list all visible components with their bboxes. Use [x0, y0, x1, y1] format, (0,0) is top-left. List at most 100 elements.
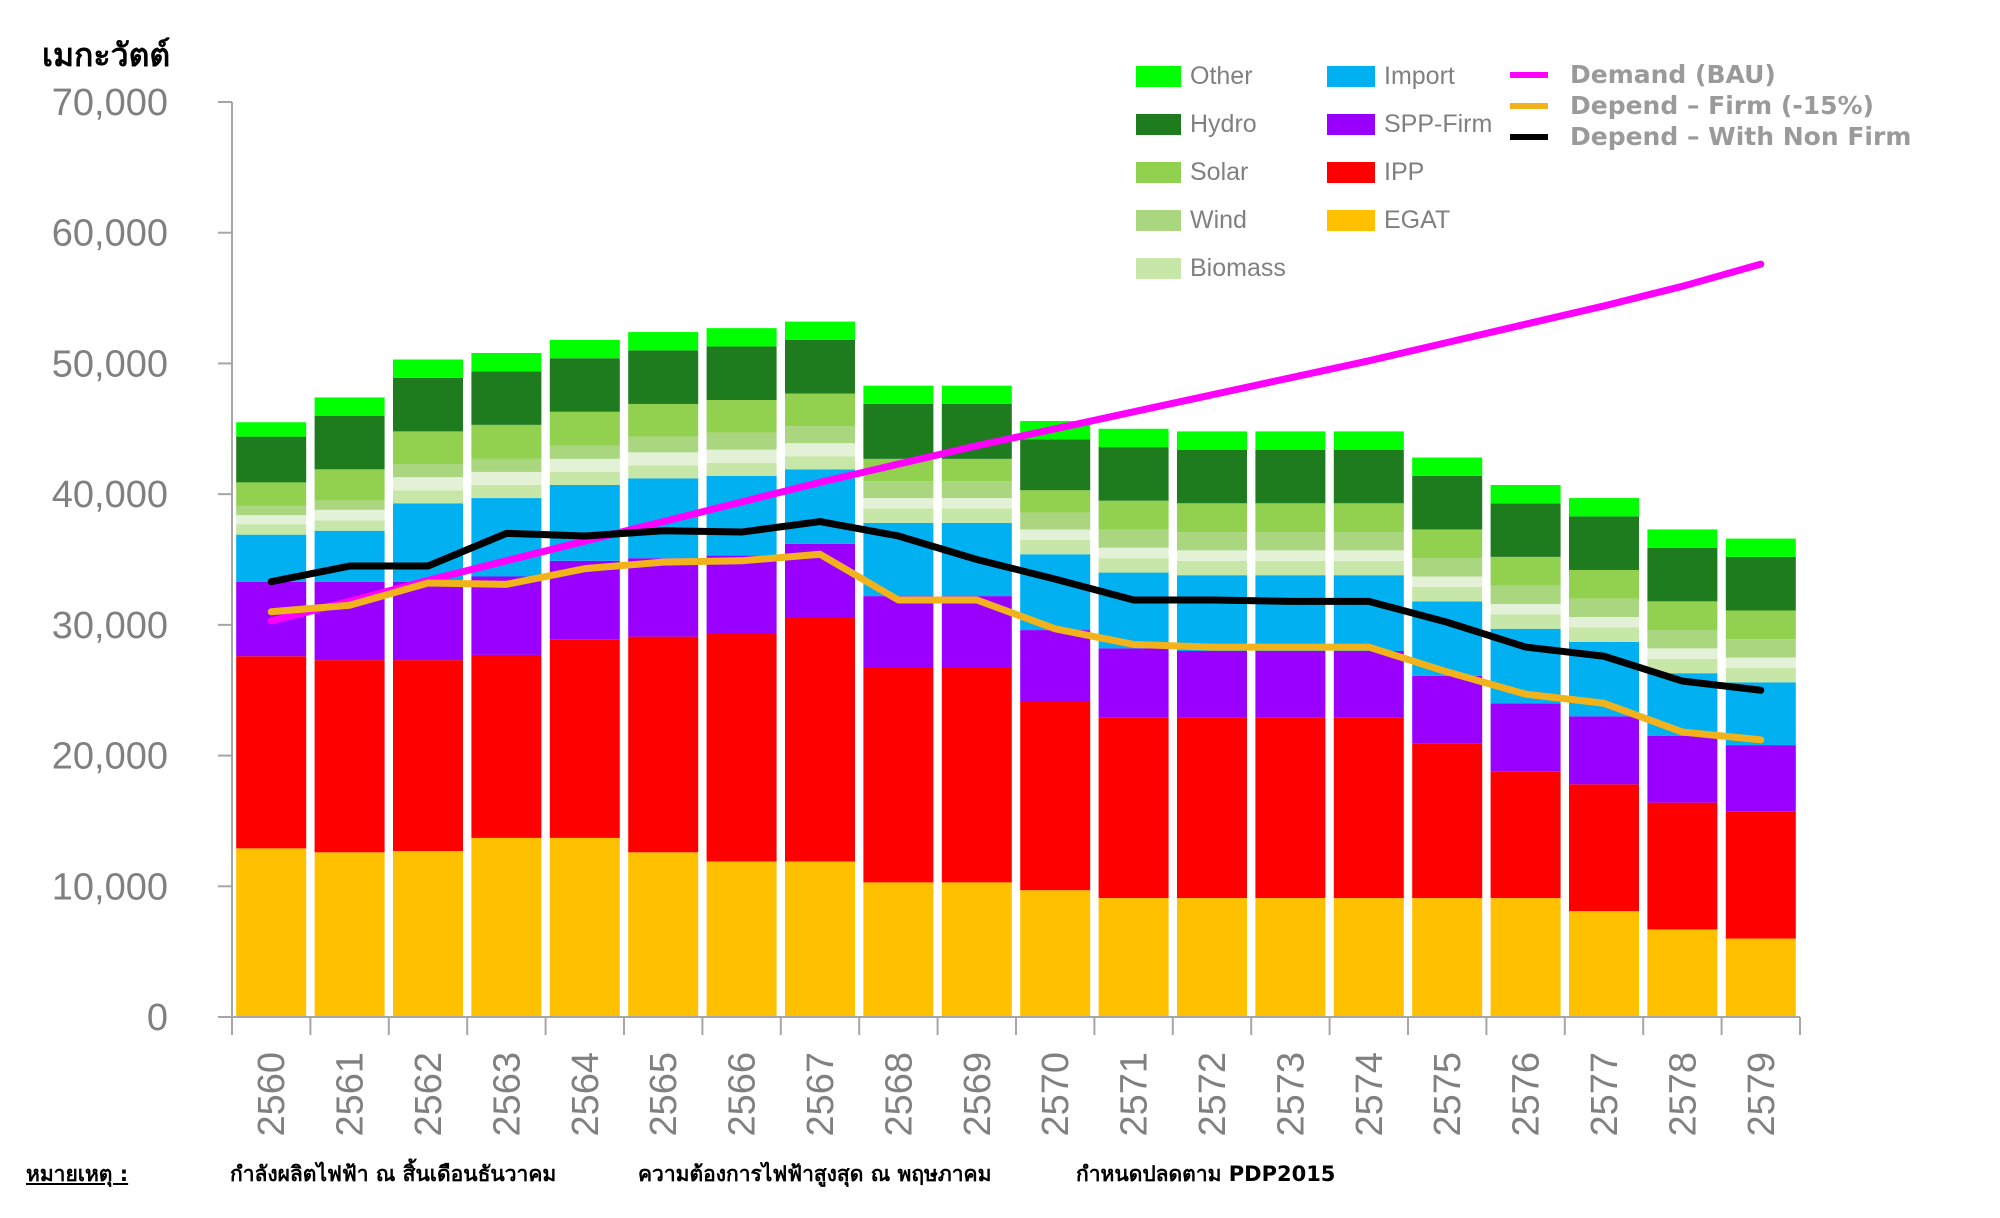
- bar-segment: [1725, 667, 1796, 683]
- bar-segment: [1255, 532, 1326, 551]
- x-tick-label: 2567: [800, 1052, 842, 1137]
- bar-segment: [1412, 898, 1483, 1017]
- line-series: [267, 260, 1765, 744]
- x-tick-label: 2560: [251, 1052, 293, 1137]
- bar-segment: [785, 393, 855, 427]
- bar-segment: [1569, 911, 1639, 1017]
- bar-segment: [1490, 703, 1561, 772]
- bar-segment: [393, 477, 463, 491]
- bar-segment: [1333, 449, 1404, 504]
- bar-segment: [1490, 484, 1561, 504]
- bar-segment: [1647, 929, 1718, 1017]
- bar-segment: [393, 359, 463, 378]
- bar-segment: [863, 498, 934, 509]
- bar-segment: [393, 431, 463, 465]
- bar-segment: [1569, 627, 1639, 642]
- bar-segment: [1412, 475, 1483, 530]
- bar-segment: [1725, 610, 1796, 640]
- bar-segment: [1490, 503, 1561, 557]
- bar-segment: [785, 861, 855, 1017]
- legend-label: Biomass: [1190, 254, 1286, 282]
- line-series-path: [267, 260, 1765, 625]
- legend-label: Demand (BAU): [1570, 60, 1776, 89]
- bar-segment: [1647, 601, 1718, 631]
- bar-segment: [1725, 639, 1796, 658]
- bar-segment: [549, 411, 620, 446]
- line-series-path: [267, 550, 1765, 744]
- bar-segment: [393, 660, 463, 851]
- line-series-path: [267, 518, 1765, 694]
- bar-segment: [1020, 439, 1091, 491]
- bar-segment: [1333, 575, 1404, 651]
- bar-segment: [1333, 550, 1404, 561]
- bar-segment: [314, 852, 385, 1017]
- bar-segment: [549, 339, 620, 359]
- y-tick-label: 40,000: [52, 474, 168, 516]
- x-tick-label: 2574: [1349, 1052, 1391, 1137]
- legend-swatch: [1136, 66, 1181, 87]
- bar-segment: [706, 328, 777, 347]
- legend-label: EGAT: [1384, 206, 1450, 234]
- x-tick-label: 2575: [1427, 1052, 1469, 1137]
- bar-segment: [1098, 572, 1169, 649]
- bar-segment: [1725, 938, 1796, 1017]
- bar-segment: [1177, 532, 1247, 551]
- bar-segment: [236, 436, 307, 483]
- bar-stacks: [236, 321, 1796, 1017]
- bar-segment: [1177, 560, 1247, 576]
- x-tick-label: 2563: [486, 1052, 528, 1137]
- bar-segment: [941, 882, 1012, 1017]
- legend-swatch: [1136, 114, 1181, 135]
- y-tick-label: 0: [147, 997, 168, 1039]
- bar-segment: [1177, 503, 1247, 533]
- bar-segment: [1255, 575, 1326, 651]
- y-tick-label: 10,000: [52, 866, 168, 908]
- bar-segment: [1333, 651, 1404, 718]
- bar-segment: [1412, 558, 1483, 577]
- legend-label: Solar: [1190, 158, 1248, 186]
- bar-segment: [628, 636, 699, 853]
- bar-segment: [1490, 898, 1561, 1017]
- axes: 0 10,000 20,000 30,000 40,000 50,000 60,000 70,…: [52, 82, 1801, 1137]
- bar-segment: [1177, 575, 1247, 651]
- bar-segment: [314, 509, 385, 521]
- bar-segment: [863, 481, 934, 499]
- bar-segment: [863, 403, 934, 459]
- bar-segment: [236, 515, 307, 525]
- bar-segment: [471, 576, 542, 655]
- bar-segment: [628, 403, 699, 437]
- legend-swatch: [1327, 66, 1375, 87]
- x-tick-label: 2577: [1584, 1052, 1626, 1137]
- x-tick-label: 2572: [1192, 1052, 1234, 1137]
- bar-segment: [1020, 529, 1091, 540]
- bar-segment: [863, 667, 934, 883]
- bar-segment: [706, 449, 777, 463]
- bar-segment: [1333, 717, 1404, 899]
- bar-segment: [628, 465, 699, 479]
- bar-segment: [393, 490, 463, 504]
- bar-segment: [1177, 717, 1247, 899]
- bar-segment: [549, 458, 620, 472]
- bar-segment: [1569, 498, 1639, 517]
- bar-segment: [941, 481, 1012, 499]
- bar-segment: [1569, 784, 1639, 912]
- bar-segment: [1412, 586, 1483, 602]
- bar-segment: [471, 837, 542, 1017]
- bar-segment: [314, 520, 385, 531]
- bar-segment: [1098, 558, 1169, 573]
- bar-segment: [549, 358, 620, 412]
- bar-segment: [471, 471, 542, 485]
- x-tick-label: 2573: [1270, 1052, 1312, 1137]
- x-tick-label: 2568: [878, 1052, 920, 1137]
- bar-segment: [941, 498, 1012, 509]
- bar-segment: [1255, 503, 1326, 533]
- bar-segment: [314, 469, 385, 501]
- bar-segment: [1255, 560, 1326, 576]
- bar-segment: [393, 377, 463, 432]
- bar-segment: [1255, 717, 1326, 899]
- bar-segment: [549, 445, 620, 459]
- bar-segment: [314, 397, 385, 416]
- x-tick-label: 2562: [408, 1052, 450, 1137]
- bar-segment: [1569, 569, 1639, 599]
- x-tick-label: 2564: [565, 1052, 607, 1137]
